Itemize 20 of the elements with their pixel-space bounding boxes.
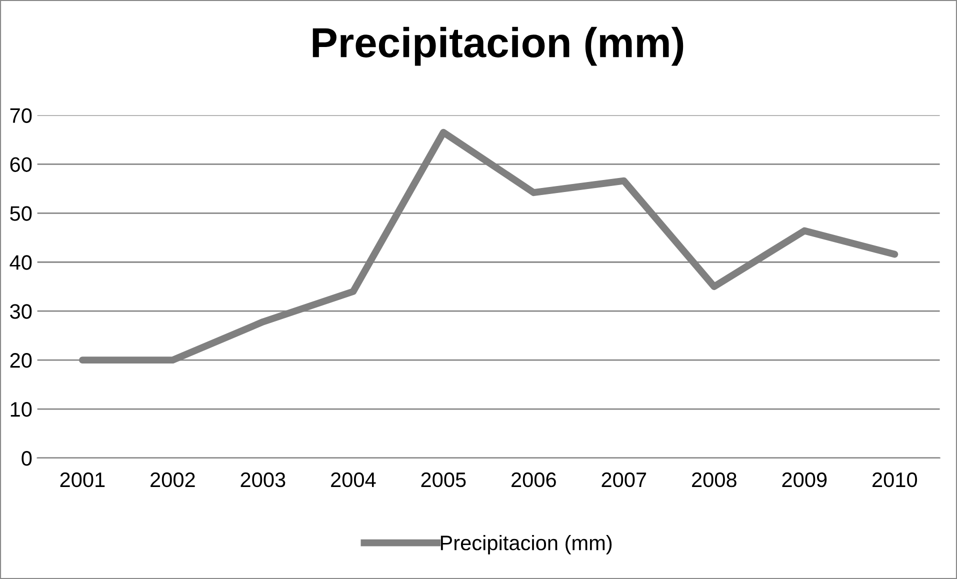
x-tick-label: 2007 [602, 472, 646, 488]
x-tick-label: 2010 [872, 472, 918, 488]
legend-label: Precipitacion (mm) [440, 535, 612, 554]
y-tick-label: 50 [10, 206, 32, 221]
x-tick-label: 2005 [421, 472, 466, 488]
x-tick-label: 2001 [60, 472, 105, 488]
x-tick-label: 2002 [150, 472, 195, 488]
x-tick-label: 2003 [240, 472, 286, 488]
y-tick-label: 30 [10, 304, 32, 319]
chart-title: Precipitacion (mm) [312, 26, 684, 66]
y-tick-label: 60 [10, 157, 32, 172]
y-tick-label: 10 [10, 402, 32, 417]
y-tick-label: 70 [10, 108, 32, 123]
x-tick-label: 2009 [782, 472, 827, 488]
x-tick-label: 2004 [331, 472, 376, 488]
y-tick-label: 20 [10, 353, 32, 368]
x-tick-label: 2006 [512, 472, 556, 488]
x-tick-label: 2008 [692, 472, 736, 488]
y-tick-label: 0 [22, 450, 32, 466]
y-tick-label: 40 [10, 255, 32, 270]
